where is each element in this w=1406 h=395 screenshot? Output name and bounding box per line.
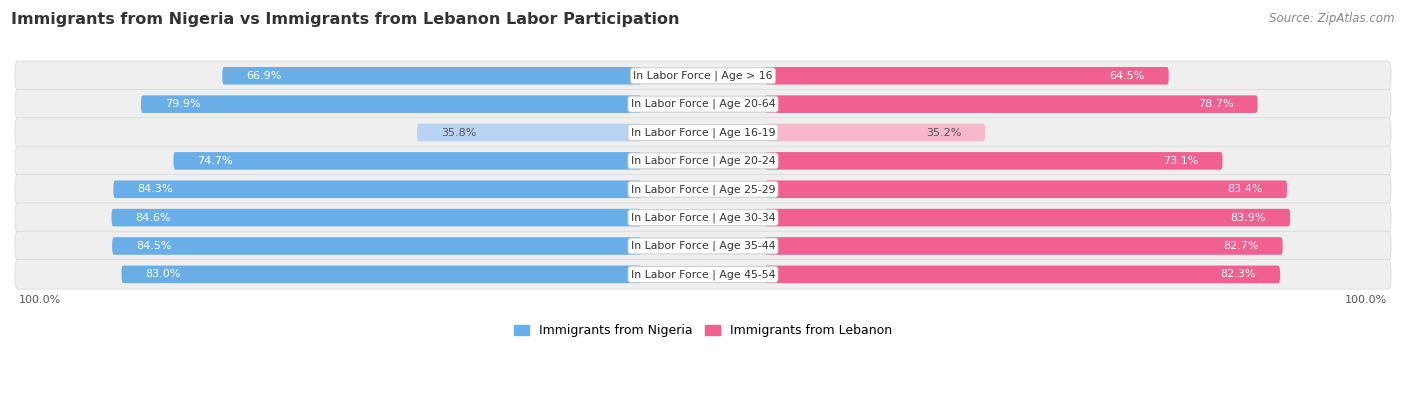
Text: Source: ZipAtlas.com: Source: ZipAtlas.com (1270, 12, 1395, 25)
FancyBboxPatch shape (15, 260, 1391, 289)
FancyBboxPatch shape (765, 152, 1222, 170)
Text: In Labor Force | Age 30-34: In Labor Force | Age 30-34 (631, 213, 775, 223)
Text: 83.0%: 83.0% (146, 269, 181, 279)
FancyBboxPatch shape (141, 95, 641, 113)
Text: In Labor Force | Age 25-29: In Labor Force | Age 25-29 (631, 184, 775, 194)
Text: 35.2%: 35.2% (925, 128, 962, 137)
FancyBboxPatch shape (15, 61, 1391, 90)
Text: 100.0%: 100.0% (18, 295, 60, 305)
Legend: Immigrants from Nigeria, Immigrants from Lebanon: Immigrants from Nigeria, Immigrants from… (509, 320, 897, 342)
FancyBboxPatch shape (765, 124, 986, 141)
Text: 83.4%: 83.4% (1227, 184, 1263, 194)
Text: 73.1%: 73.1% (1163, 156, 1198, 166)
Text: In Labor Force | Age 20-64: In Labor Force | Age 20-64 (631, 99, 775, 109)
FancyBboxPatch shape (15, 118, 1391, 147)
Text: 82.3%: 82.3% (1220, 269, 1256, 279)
FancyBboxPatch shape (173, 152, 641, 170)
Text: In Labor Force | Age 20-24: In Labor Force | Age 20-24 (631, 156, 775, 166)
FancyBboxPatch shape (222, 67, 641, 85)
Text: 84.5%: 84.5% (136, 241, 172, 251)
Text: 82.7%: 82.7% (1223, 241, 1258, 251)
Text: In Labor Force | Age 16-19: In Labor Force | Age 16-19 (631, 127, 775, 138)
FancyBboxPatch shape (765, 265, 1279, 283)
Text: Immigrants from Nigeria vs Immigrants from Lebanon Labor Participation: Immigrants from Nigeria vs Immigrants fr… (11, 12, 679, 27)
Text: In Labor Force | Age > 16: In Labor Force | Age > 16 (633, 71, 773, 81)
Text: 84.3%: 84.3% (138, 184, 173, 194)
FancyBboxPatch shape (765, 209, 1291, 226)
Text: 64.5%: 64.5% (1109, 71, 1144, 81)
FancyBboxPatch shape (114, 181, 641, 198)
FancyBboxPatch shape (111, 209, 641, 226)
Text: In Labor Force | Age 45-54: In Labor Force | Age 45-54 (631, 269, 775, 280)
FancyBboxPatch shape (112, 237, 641, 255)
Text: 83.9%: 83.9% (1230, 213, 1265, 223)
Text: In Labor Force | Age 35-44: In Labor Force | Age 35-44 (631, 241, 775, 251)
Text: 100.0%: 100.0% (1346, 295, 1388, 305)
Text: 84.6%: 84.6% (135, 213, 172, 223)
Text: 74.7%: 74.7% (198, 156, 233, 166)
FancyBboxPatch shape (15, 175, 1391, 204)
FancyBboxPatch shape (15, 231, 1391, 261)
FancyBboxPatch shape (418, 124, 641, 141)
Text: 66.9%: 66.9% (246, 71, 281, 81)
Text: 78.7%: 78.7% (1198, 99, 1233, 109)
FancyBboxPatch shape (15, 203, 1391, 232)
FancyBboxPatch shape (765, 67, 1168, 85)
FancyBboxPatch shape (765, 237, 1282, 255)
FancyBboxPatch shape (121, 265, 641, 283)
FancyBboxPatch shape (15, 89, 1391, 119)
Text: 79.9%: 79.9% (165, 99, 201, 109)
FancyBboxPatch shape (765, 95, 1257, 113)
FancyBboxPatch shape (765, 181, 1286, 198)
FancyBboxPatch shape (15, 146, 1391, 176)
Text: 35.8%: 35.8% (441, 128, 477, 137)
